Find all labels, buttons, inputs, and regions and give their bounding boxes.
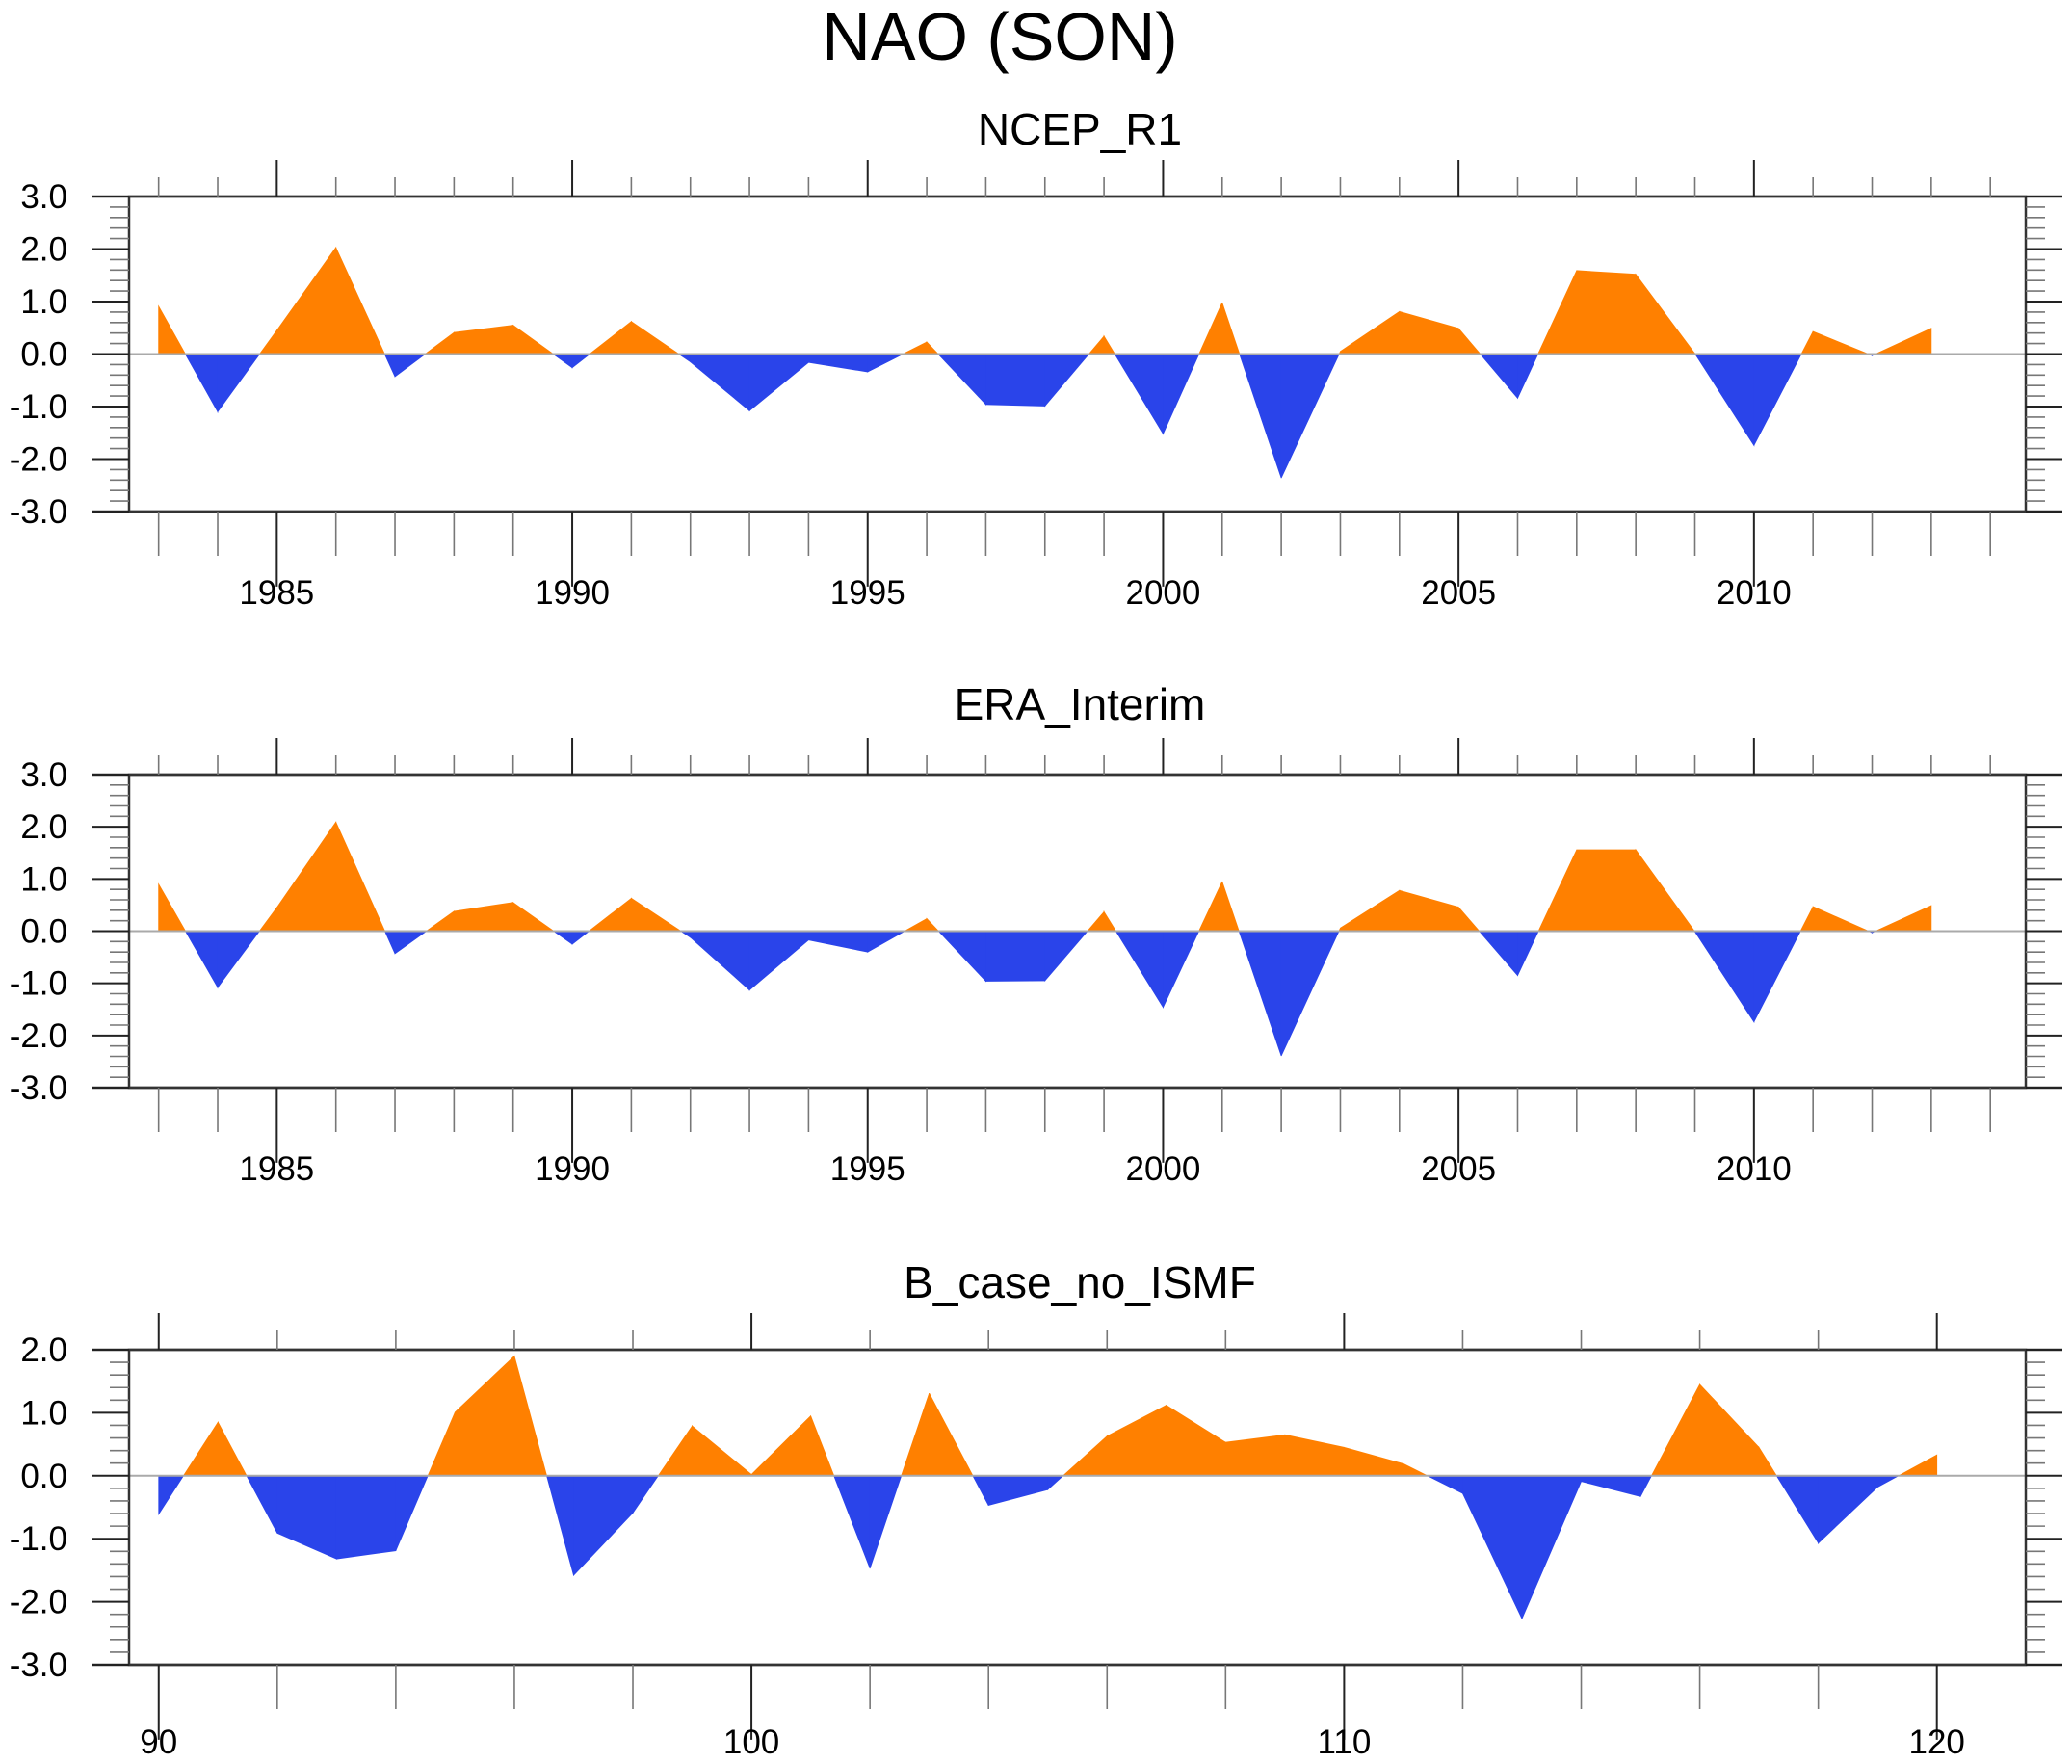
panel-title: B_case_no_ISMF: [904, 1257, 1256, 1307]
y-tick-label: 1.0: [20, 283, 67, 321]
tick-labels: 1985 1990 1995 2000 2005 2010 3.0 2.0 1.0 0.0 -1.0…: [10, 756, 1792, 1188]
x-tick-label: 2005: [1421, 1150, 1496, 1188]
y-tick-label: -2.0: [10, 441, 67, 479]
y-tick-label: 2.0: [20, 231, 67, 269]
y-tick-label: -1.0: [10, 1520, 67, 1558]
panel-ncep-r1: NCEP_R1 1985 1990 1995 2000 2005 2010 3.0 2.0 1.…: [10, 104, 2062, 612]
y-tick-label: -1.0: [10, 388, 67, 426]
x-tick-label: 1990: [535, 574, 610, 612]
y-tick-label: 1.0: [20, 860, 67, 898]
negative-area-segment: [335, 1475, 397, 1560]
y-tick-label: 3.0: [20, 756, 67, 794]
y-tick-label: -3.0: [10, 1646, 67, 1684]
positive-area-segment: [1576, 270, 1637, 355]
y-tick-label: -2.0: [10, 1584, 67, 1621]
x-tick-label: 1995: [830, 1150, 905, 1188]
x-tick-label: 90: [140, 1724, 177, 1761]
tick-labels: 90 100 110 120 2.0 1.0 0.0 -1.0 -2.0 -3.0: [10, 1331, 1965, 1761]
x-tick-label: 120: [1909, 1724, 1965, 1761]
x-tick-label: 2000: [1126, 1150, 1201, 1188]
y-tick-label: 0.0: [20, 336, 67, 374]
x-tick-label: 2010: [1717, 1150, 1792, 1188]
axes: [92, 1313, 2062, 1740]
y-tick-label: 2.0: [20, 1331, 67, 1369]
panel-title: NCEP_R1: [978, 104, 1182, 154]
axes: [92, 738, 2062, 1163]
x-tick-label: 1995: [830, 574, 905, 612]
x-tick-label: 110: [1317, 1724, 1371, 1761]
x-tick-label: 100: [723, 1724, 779, 1761]
y-tick-label: 1.0: [20, 1394, 67, 1432]
area-fills: [158, 1355, 1938, 1619]
y-tick-label: -3.0: [10, 493, 67, 531]
figure-title: NAO (SON): [822, 0, 1177, 74]
x-tick-label: 2000: [1126, 574, 1201, 612]
panel-title: ERA_Interim: [955, 679, 1206, 729]
x-tick-label: 2005: [1421, 574, 1496, 612]
area-fills: [158, 821, 1932, 1057]
x-tick-label: 1985: [239, 1150, 314, 1188]
y-tick-label: 2.0: [20, 808, 67, 846]
x-tick-label: 1985: [239, 574, 314, 612]
y-tick-label: -2.0: [10, 1017, 67, 1055]
tick-labels: 1985 1990 1995 2000 2005 2010 3.0 2.0 1.0 0.0 -1.0…: [10, 178, 1792, 612]
axes: [92, 160, 2062, 587]
y-tick-label: 0.0: [20, 913, 67, 951]
y-tick-label: -1.0: [10, 965, 67, 1003]
negative-area-segment: [985, 931, 1046, 982]
y-tick-label: 0.0: [20, 1458, 67, 1495]
x-tick-label: 2010: [1717, 574, 1792, 612]
panel-era-interim: ERA_Interim 1985 1990 1995 2000 2005 2010 3.0 2…: [10, 679, 2062, 1188]
positive-area-segment: [1576, 849, 1637, 932]
y-tick-label: 3.0: [20, 178, 67, 216]
negative-area-segment: [985, 354, 1046, 407]
area-fills: [158, 246, 1932, 479]
x-tick-label: 1990: [535, 1150, 610, 1188]
y-tick-label: -3.0: [10, 1069, 67, 1107]
positive-area-segment: [1224, 1434, 1286, 1477]
panel-b-case-no-ismf: B_case_no_ISMF 90 100 110 120 2.0 1.0 0.0 -1.0 -…: [10, 1257, 2062, 1761]
